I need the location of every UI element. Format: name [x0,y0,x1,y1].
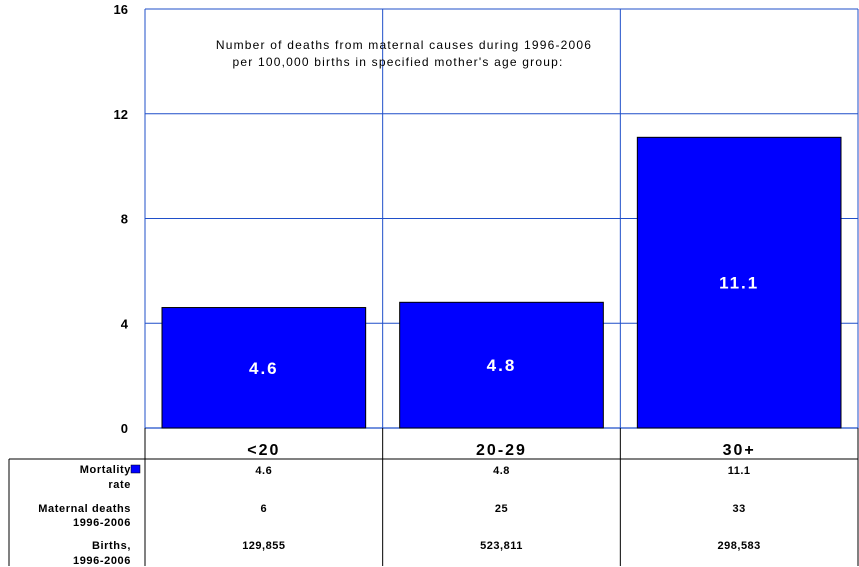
table-cell-1-0: 6 [261,503,268,515]
table-cell-0-1: 4.8 [493,465,510,477]
x-tick-label-1: 20-29 [476,442,527,459]
y-tick-label-1: 4 [121,316,129,331]
table-cell-2-2: 298,583 [718,540,761,552]
bar-0 [161,307,367,429]
bar-value-label-2: 11.1 [719,274,759,293]
bar-value-label-1: 4.8 [487,356,517,375]
table-row-header-1-line-1: 1996-2006 [73,517,131,529]
bar-value-label-0: 4.6 [249,359,279,378]
bar-2 [636,136,842,429]
table-cell-2-0: 129,855 [242,540,285,552]
y-axis: 0 4 8 12 16 [114,2,129,436]
data-table: Mortality rate 4.6 4.8 11.1 Maternal deaths 19… [8,428,859,567]
table-cell-0-0: 4.6 [255,465,272,477]
chart-bars: 4.6 4.8 11.1 [161,136,842,429]
x-axis: <20 20-29 30+ [247,442,756,459]
table-cell-1-2: 33 [733,503,746,515]
y-tick-label-3: 12 [114,107,128,122]
chart-annotation-line-2: per 100,000 births in specified mother's… [233,55,564,69]
legend-key-swatch [130,464,141,474]
x-tick-label-2: 30+ [723,442,756,459]
x-tick-label-0: <20 [247,442,280,459]
table-row-header-2-line-0: Births, [92,540,131,552]
table-cell-1-1: 25 [495,503,508,515]
table-row-header-0-line-0: Mortality [80,464,132,476]
y-tick-label-0: 0 [121,421,128,436]
chart-annotation-line-1: Number of deaths from maternal causes du… [216,38,592,52]
table-row-header-1-line-0: Maternal deaths [38,503,131,515]
table-row-header-0-line-1: rate [108,479,131,491]
table-cell-2-1: 523,811 [480,540,523,552]
table-row-header-2-line-1: 1996-2006 [73,555,131,567]
y-tick-label-2: 8 [121,212,128,227]
y-tick-label-4: 16 [114,2,128,17]
bar-1 [399,301,604,429]
table-cell-0-2: 11.1 [728,465,751,477]
